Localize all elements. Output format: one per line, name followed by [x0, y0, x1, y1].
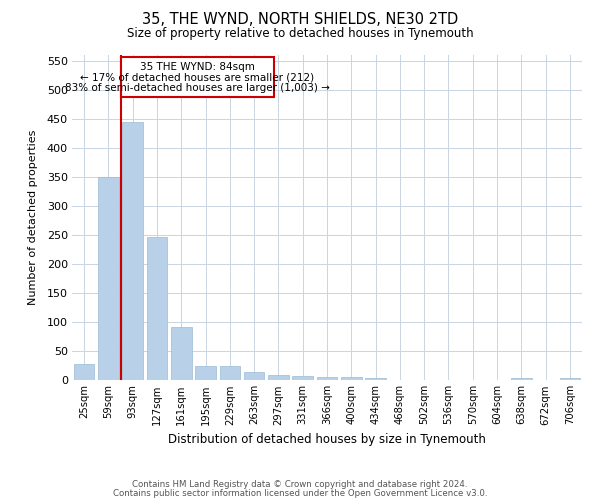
Text: Contains public sector information licensed under the Open Government Licence v3: Contains public sector information licen… [113, 488, 487, 498]
X-axis label: Distribution of detached houses by size in Tynemouth: Distribution of detached houses by size … [168, 433, 486, 446]
Bar [511, 378, 532, 380]
Text: ← 17% of detached houses are smaller (212): ← 17% of detached houses are smaller (21… [80, 72, 314, 83]
Bar [122, 122, 143, 380]
Bar [365, 378, 386, 380]
Bar [268, 375, 289, 380]
Bar [121, 58, 274, 97]
Y-axis label: Number of detached properties: Number of detached properties [28, 130, 38, 305]
Bar [341, 377, 362, 380]
Text: 83% of semi-detached houses are larger (1,003) →: 83% of semi-detached houses are larger (… [65, 83, 329, 93]
Bar [317, 376, 337, 380]
Text: Contains HM Land Registry data © Crown copyright and database right 2024.: Contains HM Land Registry data © Crown c… [132, 480, 468, 489]
Bar [146, 236, 167, 380]
Bar [74, 364, 94, 380]
Bar [171, 327, 191, 380]
Text: Size of property relative to detached houses in Tynemouth: Size of property relative to detached ho… [127, 28, 473, 40]
Bar [220, 366, 240, 380]
Bar [292, 376, 313, 380]
Bar [560, 378, 580, 380]
Bar [244, 372, 265, 380]
Text: 35 THE WYND: 84sqm: 35 THE WYND: 84sqm [140, 62, 254, 72]
Text: 35, THE WYND, NORTH SHIELDS, NE30 2TD: 35, THE WYND, NORTH SHIELDS, NE30 2TD [142, 12, 458, 28]
Bar [98, 177, 119, 380]
Bar [195, 366, 216, 380]
